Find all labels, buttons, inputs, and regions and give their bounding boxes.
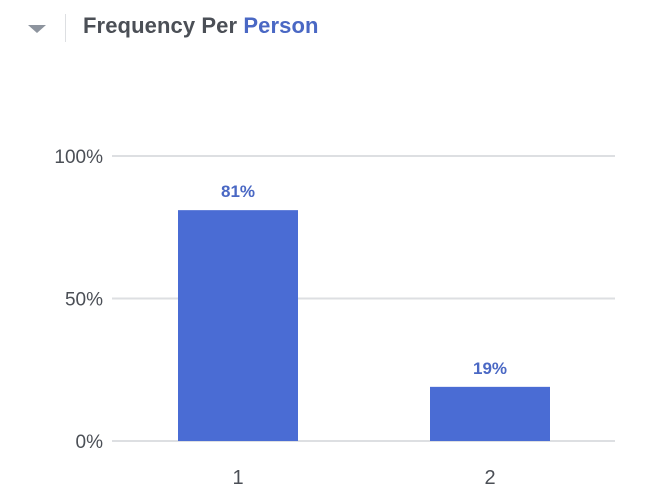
x-tick-label: 2 [484, 467, 495, 489]
y-tick-label: 0% [76, 432, 104, 453]
y-tick-label: 100% [54, 147, 103, 168]
x-tick-label: 1 [232, 467, 243, 489]
y-axis-tick-labels: 0% 50% 100% [54, 147, 103, 453]
bar[interactable] [430, 386, 550, 441]
chart-title-main: Frequency Per [83, 13, 238, 38]
chart-header: Frequency Per Person [0, 0, 670, 56]
chart-title-accent: Person [243, 13, 319, 38]
data-label: 19% [473, 359, 507, 378]
y-tick-label: 50% [65, 290, 103, 311]
bar[interactable] [178, 210, 298, 441]
data-label: 81% [221, 182, 255, 201]
bars [178, 210, 550, 441]
chart-title: Frequency Per Person [83, 13, 319, 39]
header-divider [65, 14, 66, 42]
caret-down-icon[interactable] [22, 14, 52, 42]
data-labels: 81% 19% [221, 182, 507, 378]
